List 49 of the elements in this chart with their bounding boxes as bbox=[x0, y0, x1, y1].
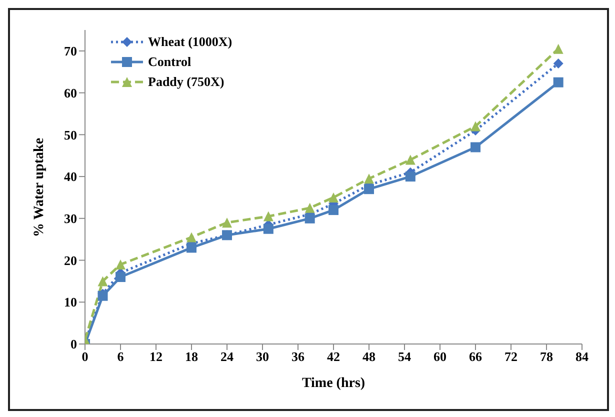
y-tick-label: 0 bbox=[70, 336, 77, 352]
y-tick-label: 30 bbox=[64, 211, 77, 226]
point bbox=[470, 121, 480, 132]
point bbox=[328, 192, 338, 202]
x-tick-label: 30 bbox=[256, 349, 269, 364]
x-tick-label: 54 bbox=[398, 349, 412, 364]
x-tick-label: 66 bbox=[469, 349, 482, 364]
point bbox=[553, 44, 564, 54]
x-tick-label: 84 bbox=[576, 349, 589, 364]
point bbox=[328, 205, 338, 216]
point bbox=[553, 58, 564, 68]
x-tick-label: 12 bbox=[150, 349, 162, 364]
point bbox=[405, 172, 416, 182]
legend-label: Wheat (1000X) bbox=[148, 33, 232, 51]
x-tick-label: 36 bbox=[292, 349, 305, 364]
y-tick-label: 20 bbox=[64, 252, 77, 268]
point bbox=[304, 213, 315, 224]
point bbox=[263, 224, 274, 234]
point bbox=[222, 218, 232, 228]
point bbox=[364, 174, 374, 184]
x-tick-label: 42 bbox=[327, 349, 340, 364]
legend-label: Paddy (750X) bbox=[148, 73, 224, 91]
y-tick-label: 40 bbox=[64, 169, 77, 184]
legend-label: Control bbox=[148, 53, 192, 71]
x-tick-label: 18 bbox=[185, 349, 198, 364]
x-tick-label: 24 bbox=[220, 349, 234, 364]
y-tick-label: 10 bbox=[64, 294, 77, 310]
point bbox=[116, 272, 126, 282]
x-tick-label: 48 bbox=[362, 349, 376, 364]
point bbox=[553, 77, 564, 88]
point bbox=[470, 142, 480, 152]
x-tick-label: 78 bbox=[540, 349, 554, 364]
x-tick-label: 6 bbox=[117, 349, 124, 364]
point bbox=[186, 232, 196, 242]
x-axis-title: Time (hrs) bbox=[302, 376, 366, 391]
point bbox=[98, 276, 108, 286]
y-tick-label: 50 bbox=[64, 127, 77, 142]
y-tick-label: 60 bbox=[64, 85, 77, 100]
point bbox=[304, 202, 315, 213]
point bbox=[364, 184, 374, 194]
point bbox=[116, 259, 126, 270]
y-tick-label: 70 bbox=[64, 44, 77, 59]
point bbox=[405, 154, 416, 165]
x-tick-label: 0 bbox=[82, 349, 88, 364]
point bbox=[186, 242, 196, 253]
point bbox=[263, 211, 274, 222]
x-tick-label: 60 bbox=[434, 349, 446, 364]
x-tick-label: 72 bbox=[504, 349, 518, 364]
y-axis-title: % Water uptake bbox=[32, 138, 47, 237]
